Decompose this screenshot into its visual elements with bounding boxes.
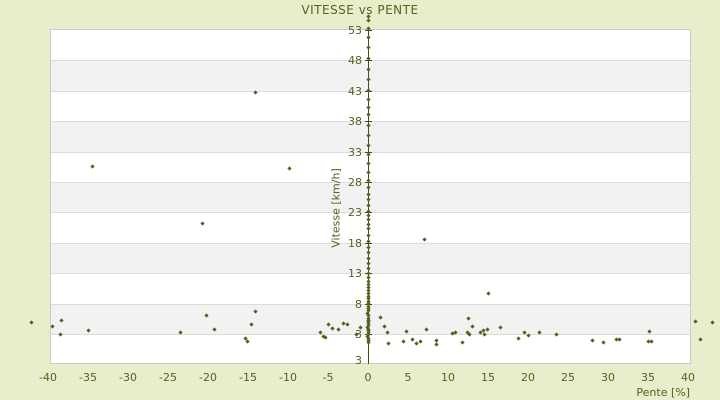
x-tick-label: 15 bbox=[481, 371, 495, 384]
y-tick-label: 3 bbox=[312, 329, 362, 340]
chart-title: VITESSE vs PENTE bbox=[301, 3, 419, 17]
data-point bbox=[365, 196, 371, 202]
plot-band bbox=[51, 60, 690, 91]
y-axis-tick bbox=[365, 151, 372, 153]
y-tick-label: 53 bbox=[348, 24, 362, 37]
plot-band bbox=[51, 303, 690, 334]
y-axis-end-label: 3 bbox=[355, 354, 362, 367]
y-tick-label: 13 bbox=[348, 267, 362, 281]
x-tick-label: 40 bbox=[681, 371, 695, 384]
y-tick-label: 23 bbox=[348, 206, 362, 220]
y-tick-label: 38 bbox=[348, 115, 362, 129]
data-point bbox=[365, 44, 371, 50]
x-tick-label: 5 bbox=[404, 371, 412, 384]
y-axis-tick bbox=[365, 60, 372, 62]
y-tick-label: 43 bbox=[348, 84, 362, 98]
data-point bbox=[413, 340, 419, 346]
x-tick-label: 10 bbox=[441, 371, 455, 384]
y-axis-title: Vitesse [km/h] bbox=[329, 168, 343, 248]
data-point bbox=[469, 323, 475, 329]
data-point bbox=[29, 320, 34, 325]
plot-band bbox=[51, 242, 690, 274]
data-point bbox=[710, 320, 715, 325]
data-point bbox=[353, 331, 359, 337]
y-axis-tick bbox=[365, 121, 372, 123]
plot-band bbox=[51, 182, 690, 213]
x-tick-label: 30 bbox=[601, 371, 615, 384]
x-tick-label: -25 bbox=[159, 371, 177, 384]
x-tick-label: -40 bbox=[39, 371, 57, 384]
x-axis-title: Pente [%] bbox=[636, 386, 690, 399]
x-tick-label: 35 bbox=[641, 371, 655, 384]
data-point bbox=[365, 244, 371, 250]
y-axis-line bbox=[368, 29, 369, 364]
y-tick-label: 8 bbox=[355, 297, 362, 311]
x-tick-label: -35 bbox=[79, 371, 97, 384]
x-tick-label: -15 bbox=[239, 371, 257, 384]
y-tick-label: 33 bbox=[348, 145, 362, 159]
x-tick-label: -10 bbox=[279, 371, 297, 384]
x-tick-label: -20 bbox=[199, 371, 217, 384]
data-point bbox=[697, 337, 703, 342]
data-point bbox=[365, 14, 371, 19]
y-tick-label: 18 bbox=[348, 236, 362, 250]
plot-band bbox=[51, 121, 690, 152]
x-tick-label: 25 bbox=[561, 371, 575, 384]
data-point bbox=[693, 319, 698, 324]
x-tick-label: -5 bbox=[322, 371, 334, 384]
data-point bbox=[365, 255, 371, 261]
x-tick-label: -30 bbox=[119, 371, 137, 384]
x-tick-label: 0 bbox=[364, 371, 372, 384]
y-axis-tick bbox=[365, 182, 372, 183]
x-tick-label: 20 bbox=[521, 371, 535, 384]
y-tick-label: 48 bbox=[348, 54, 362, 68]
y-tick-label: 28 bbox=[348, 176, 362, 189]
